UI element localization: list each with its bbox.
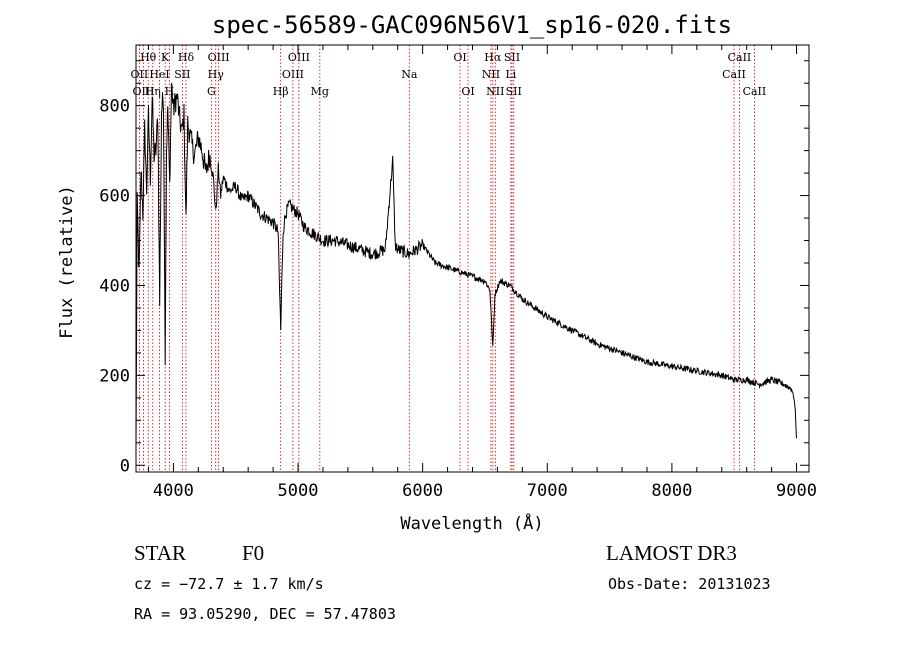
spectral-line-label: G (207, 85, 216, 98)
chart-title: spec-56589-GAC096N56V1_sp16-020.fits (212, 11, 732, 39)
spectral-line-label: CaII (743, 85, 767, 98)
spectral-line-label: Hβ (273, 85, 289, 98)
spectral-line-label: NII (482, 68, 500, 81)
spectral-line-label: Hα (484, 51, 502, 64)
y-tick-label: 400 (99, 276, 130, 296)
spectral-line-label: HeI (149, 68, 169, 81)
spectral-line-label: Mg (311, 85, 329, 98)
spectral-line-label: OI (453, 51, 466, 64)
y-axis-label: Flux (relative) (57, 185, 77, 339)
spectral-line-label: SII (174, 68, 190, 81)
spectral-line-label: SII (506, 85, 522, 98)
x-tick-label: 8000 (651, 481, 692, 501)
spectral-line-label: OIII (282, 68, 304, 81)
y-tick-label: 200 (99, 366, 130, 386)
survey-name: LAMOST DR3 (606, 541, 737, 565)
spectral-line-label: Hθ (140, 51, 157, 64)
x-axis-label: Wavelength (Å) (400, 512, 543, 534)
x-tick-label: 4000 (153, 481, 194, 501)
spectral-line-label: OIII (288, 51, 310, 64)
spectrum-line (135, 82, 797, 448)
x-tick-label: 6000 (402, 481, 443, 501)
plot-frame (135, 44, 810, 473)
ra-dec-coordinates: RA = 93.05290, DEC = 57.47803 (134, 605, 396, 623)
spectral-subclass: F0 (242, 541, 264, 565)
x-tick-label: 7000 (527, 481, 568, 501)
y-tick-label: 0 (120, 456, 130, 476)
spectral-line-label: OIII (208, 51, 230, 64)
object-class: STAR (134, 541, 186, 565)
x-tick-label: 9000 (776, 481, 817, 501)
spectral-line-label: SII (504, 51, 520, 64)
spectral-line-label: OIII (132, 85, 154, 98)
x-tick-label: 5000 (278, 481, 319, 501)
spectral-line-label: Hδ (178, 51, 195, 64)
y-tick-label: 800 (99, 97, 130, 117)
spectral-line-label: CaII (722, 68, 746, 81)
spectral-line-label: Na (401, 68, 418, 81)
spectral-line-label: NII (486, 85, 504, 98)
plot-axes: 4000 5000 6000 7000 8000 9000 0 200 400 600 800 (99, 44, 817, 501)
spectral-line-label: CaII (728, 51, 752, 64)
observation-date: Obs-Date: 20131023 (608, 575, 771, 593)
spectral-line-label: OII (131, 68, 149, 81)
spectral-line-label: H (165, 85, 175, 98)
spectral-line-label: K (161, 51, 170, 64)
spectral-line-label: Hγ (208, 68, 225, 81)
redshift-velocity: cz = −72.7 ± 1.7 km/s (134, 575, 324, 593)
spectral-line-label: Hη (145, 85, 161, 98)
spectral-line-label: OI (461, 85, 474, 98)
spectral-line-label: Li (505, 68, 516, 81)
y-tick-label: 600 (99, 187, 130, 207)
